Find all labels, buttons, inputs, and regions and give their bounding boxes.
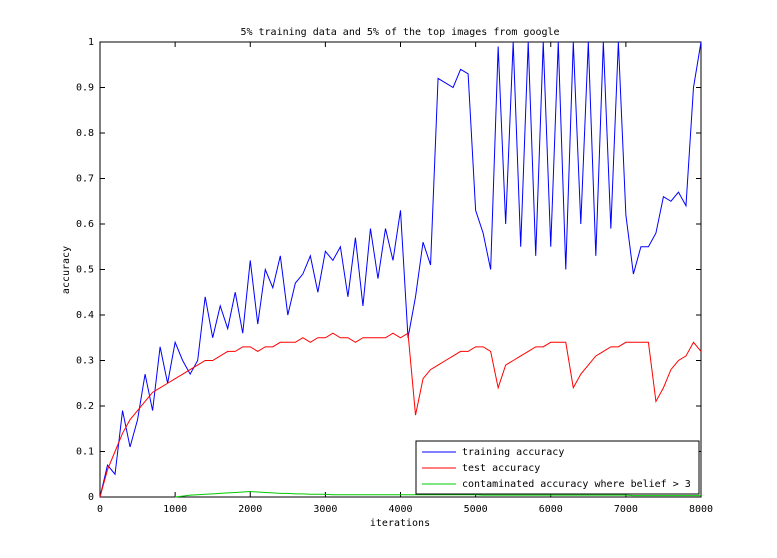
y-tick-label: 0.5 — [76, 265, 94, 276]
x-tick-label: 1000 — [163, 504, 187, 515]
legend-box — [415, 440, 700, 495]
x-tick-label: 5000 — [464, 504, 488, 515]
x-tick-label: 2000 — [238, 504, 262, 515]
x-tick-label: 7000 — [614, 504, 638, 515]
legend-label: contaminated accuracy where belief > 3 — [462, 479, 691, 490]
y-tick-label: 1 — [88, 37, 94, 48]
chart-title: 5% training data and 5% of the top image… — [240, 27, 559, 38]
y-tick-label: 0.8 — [76, 128, 94, 139]
y-tick-label: 0.1 — [76, 447, 94, 458]
series-line — [175, 491, 701, 498]
y-tick-label: 0 — [88, 492, 94, 503]
x-tick-label: 0 — [97, 504, 103, 515]
y-tick-label: 0.7 — [76, 174, 94, 185]
y-tick-label: 0.4 — [76, 310, 94, 321]
x-tick-label: 6000 — [539, 504, 563, 515]
series-line — [99, 332, 702, 498]
y-tick-label: 0.9 — [76, 83, 94, 94]
y-tick-label: 0.2 — [76, 401, 94, 412]
x-tick-label: 8000 — [689, 504, 713, 515]
y-tick-label: 0.6 — [76, 219, 94, 230]
y-axis-label: accuracy — [61, 246, 72, 294]
legend-label: test accuracy — [462, 463, 540, 474]
x-axis-label: iterations — [370, 518, 430, 529]
series-line — [99, 41, 702, 498]
plot-area — [99, 41, 702, 498]
x-tick-label: 3000 — [313, 504, 337, 515]
legend-label: training accuracy — [462, 447, 564, 458]
x-tick-label: 4000 — [388, 504, 412, 515]
legend: training accuracy test accuracy contaminat… — [415, 440, 700, 495]
y-tick-label: 0.3 — [76, 356, 94, 367]
